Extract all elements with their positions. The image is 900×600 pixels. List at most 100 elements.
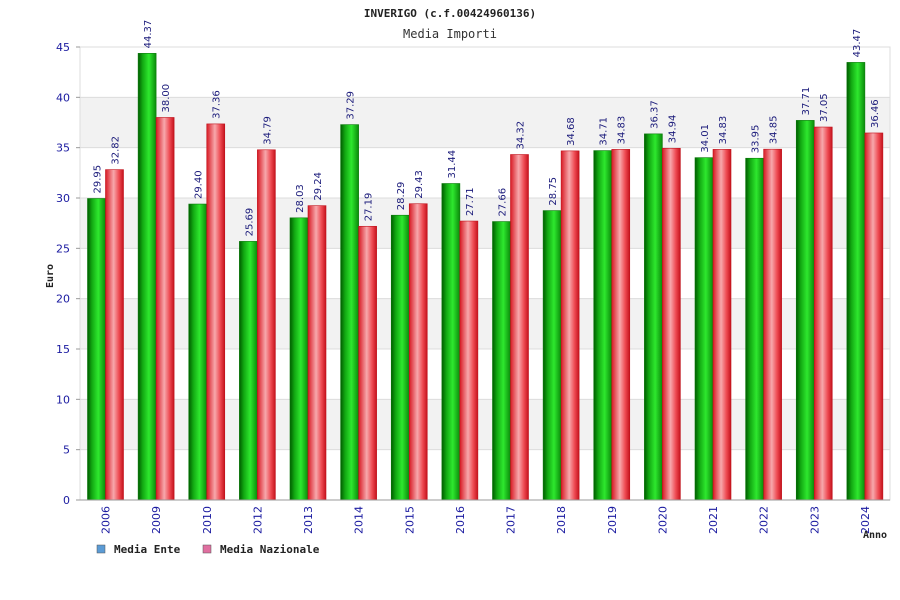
- bar-media-ente-2012: [239, 241, 258, 501]
- plot-band: [80, 47, 890, 98]
- x-tick-label-2012: 2012: [251, 506, 264, 534]
- data-label-media-nazionale-2006: 32.82: [111, 136, 122, 165]
- bar-media-ente-2017: [492, 221, 511, 501]
- bar-media-ente-2019: [593, 150, 613, 501]
- data-label-media-nazionale-2020: 34.94: [667, 115, 678, 144]
- data-label-media-nazionale-2012: 34.79: [262, 116, 273, 145]
- y-tick-label: 35: [56, 142, 70, 155]
- y-axis-label: Euro: [45, 264, 56, 288]
- bar-media-nazionale-2006: [105, 169, 124, 501]
- bar-media-nazionale-2024: [864, 132, 884, 501]
- x-tick-label-2009: 2009: [150, 506, 163, 534]
- data-label-media-ente-2022: 33.95: [751, 125, 762, 154]
- data-label-media-ente-2020: 36.37: [649, 100, 660, 129]
- y-tick-label: 30: [56, 192, 70, 205]
- data-label-media-ente-2017: 27.66: [498, 188, 509, 217]
- bar-media-ente-2016: [441, 183, 461, 501]
- x-tick-label-2019: 2019: [606, 506, 619, 534]
- bar-media-nazionale-2021: [712, 149, 732, 501]
- y-tick-label: 5: [63, 444, 70, 457]
- x-tick-label-2013: 2013: [302, 506, 315, 534]
- data-label-media-ente-2024: 43.47: [852, 29, 863, 58]
- y-tick-label: 25: [56, 242, 70, 255]
- bar-media-nazionale-2012: [257, 149, 276, 501]
- x-tick-label-2020: 2020: [656, 506, 669, 534]
- bars: [87, 53, 884, 501]
- y-tick-label: 40: [56, 91, 70, 104]
- chart-subtitle: Media Importi: [403, 27, 497, 41]
- x-tick-label-2015: 2015: [403, 506, 416, 534]
- data-label-media-nazionale-2010: 37.36: [212, 90, 223, 119]
- chart-title: INVERIGO (c.f.00424960136): [364, 7, 536, 20]
- bar-media-nazionale-2022: [763, 148, 782, 501]
- x-tick-label-2018: 2018: [555, 506, 568, 534]
- bar-media-ente-2018: [542, 210, 562, 501]
- data-label-media-ente-2018: 28.75: [548, 177, 559, 206]
- data-label-media-ente-2016: 31.44: [447, 150, 458, 179]
- x-tick-label-2016: 2016: [454, 506, 467, 534]
- bar-media-ente-2020: [644, 133, 663, 501]
- data-label-media-ente-2019: 34.71: [599, 117, 610, 146]
- data-labels: 29.95 32.82 44.37 38.00 29.40 37.36 25.69 34.79…: [93, 20, 881, 237]
- legend-label-media-ente: Media Ente: [114, 543, 181, 556]
- legend-label-media-nazionale: Media Nazionale: [220, 543, 320, 556]
- bar-media-ente-2023: [795, 120, 815, 501]
- data-label-media-ente-2015: 28.29: [396, 182, 407, 211]
- data-label-media-ente-2021: 34.01: [700, 124, 711, 153]
- y-tick-label: 45: [56, 41, 70, 54]
- data-label-media-ente-2010: 29.40: [194, 170, 205, 199]
- legend-swatch-media-ente: [96, 544, 106, 554]
- bar-media-ente-2010: [188, 203, 208, 501]
- x-tick-label-2023: 2023: [808, 506, 821, 534]
- data-label-media-nazionale-2024: 36.46: [870, 99, 881, 128]
- x-tick-label-2014: 2014: [353, 506, 366, 534]
- bar-media-nazionale-2018: [560, 150, 580, 501]
- data-label-media-nazionale-2017: 34.32: [516, 121, 527, 150]
- data-label-media-ente-2006: 29.95: [93, 165, 104, 194]
- data-label-media-nazionale-2016: 27.71: [465, 187, 476, 216]
- data-label-media-nazionale-2018: 34.68: [566, 117, 577, 146]
- x-tick-label-2010: 2010: [201, 506, 214, 534]
- x-tick-label-2022: 2022: [758, 506, 771, 534]
- data-label-media-nazionale-2009: 38.00: [161, 84, 172, 113]
- y-axis-ticks: 0 5 10 15 20 25 30 35 40 45: [56, 41, 80, 507]
- data-label-media-ente-2012: 25.69: [244, 208, 255, 237]
- y-tick-label: 15: [56, 343, 70, 356]
- bar-media-ente-2013: [289, 217, 309, 501]
- bar-media-nazionale-2020: [662, 147, 681, 501]
- data-label-media-ente-2009: 44.37: [143, 20, 154, 49]
- bar-media-nazionale-2015: [408, 203, 428, 501]
- legend: Media Ente Media Nazionale: [96, 543, 320, 556]
- bar-media-nazionale-2017: [510, 154, 529, 501]
- x-axis-label: Anno: [863, 530, 887, 541]
- bar-media-ente-2014: [340, 124, 359, 501]
- x-tick-label-2006: 2006: [100, 506, 113, 534]
- bar-media-ente-2024: [846, 62, 866, 501]
- bar-media-ente-2006: [87, 198, 106, 501]
- data-label-media-nazionale-2014: 27.19: [364, 193, 375, 222]
- data-label-media-nazionale-2021: 34.83: [718, 116, 729, 145]
- x-tick-label-2017: 2017: [505, 506, 518, 534]
- bar-media-ente-2009: [137, 53, 157, 501]
- bar-media-ente-2021: [694, 157, 714, 501]
- x-tick-label-2021: 2021: [707, 506, 720, 534]
- data-label-media-nazionale-2015: 29.43: [414, 170, 425, 199]
- bar-media-nazionale-2023: [813, 126, 833, 501]
- legend-swatch-media-nazionale: [202, 544, 212, 554]
- x-axis-ticks: 2006 2009 2010 2012 2013 2014 2015 2016 2017 2018…: [100, 506, 872, 534]
- bar-media-ente-2015: [390, 214, 410, 501]
- y-tick-label: 10: [56, 393, 70, 406]
- bar-media-nazionale-2019: [611, 149, 631, 501]
- data-label-media-nazionale-2019: 34.83: [617, 116, 628, 145]
- bar-media-nazionale-2016: [459, 220, 479, 501]
- bar-media-nazionale-2013: [307, 205, 327, 501]
- bar-media-nazionale-2014: [358, 225, 377, 501]
- x-tick-label-2024: 2024: [859, 506, 872, 534]
- bar-media-ente-2022: [745, 157, 764, 501]
- bar-media-nazionale-2010: [206, 123, 226, 501]
- data-label-media-ente-2014: 37.29: [346, 91, 357, 120]
- y-tick-label: 0: [63, 494, 70, 507]
- data-label-media-nazionale-2023: 37.05: [819, 93, 830, 122]
- data-label-media-ente-2013: 28.03: [295, 184, 306, 213]
